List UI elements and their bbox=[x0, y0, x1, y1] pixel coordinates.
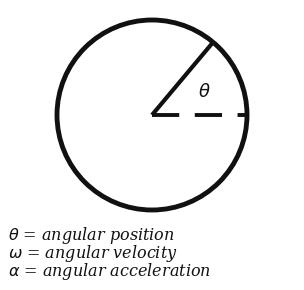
Text: $\theta$ = angular position: $\theta$ = angular position bbox=[8, 224, 175, 246]
Text: $\alpha$ = angular acceleration: $\alpha$ = angular acceleration bbox=[8, 260, 211, 282]
Text: $\theta$: $\theta$ bbox=[199, 83, 211, 101]
Text: $\omega$ = angular velocity: $\omega$ = angular velocity bbox=[8, 242, 178, 264]
